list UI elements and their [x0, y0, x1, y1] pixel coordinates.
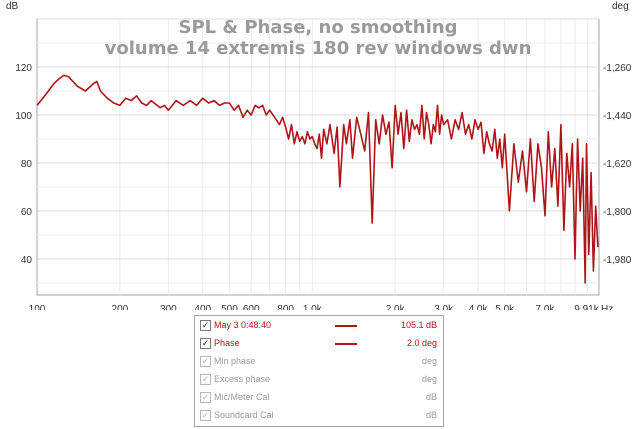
- tick-labels: 100 200 300 400 500 600 800 1.0k 2.0k 3.0k 4.0k 5.0…: [15, 63, 631, 310]
- y-axis-left-unit: dB: [6, 1, 19, 12]
- legend-value: 105.1 dB: [400, 320, 437, 330]
- x-tick-label: 2.0k: [386, 304, 406, 310]
- legend-row[interactable]: ✓ May 3 0:48:40 105.1 dB: [195, 317, 443, 335]
- y-tick-label-right: -1,260: [603, 63, 632, 74]
- legend-row[interactable]: ✓ Mic/Meter Cal dB: [195, 389, 443, 407]
- legend-value: deg: [421, 356, 437, 366]
- y-tick-label-left: 120: [15, 63, 32, 74]
- legend-checkbox[interactable]: ✓: [200, 338, 211, 349]
- x-tick-label: 200: [112, 304, 129, 310]
- legend-panel: ✓ May 3 0:48:40 105.1 dB ✓ Phase 2.0 deg ✓ Min …: [194, 315, 444, 427]
- legend-row[interactable]: ✓ Phase 2.0 deg: [195, 335, 443, 353]
- y-tick-label-left: 40: [21, 255, 33, 266]
- y-tick-label-right: -1,980: [603, 255, 632, 266]
- x-axis-unit: Hz: [601, 304, 613, 310]
- x-tick-label: 1.0k: [303, 304, 323, 310]
- legend-label: Excess phase: [214, 374, 271, 384]
- legend-swatch: [335, 343, 357, 345]
- y-tick-label-right: -1,800: [603, 207, 632, 218]
- series-group: [36, 74, 599, 284]
- spl-series-line: [36, 74, 599, 284]
- legend-row[interactable]: ✓ Excess phase deg: [195, 371, 443, 389]
- legend-value: 2.0 deg: [406, 338, 437, 348]
- legend-label: Mic/Meter Cal: [214, 392, 270, 402]
- x-tick-label: 5.0k: [495, 304, 515, 310]
- x-tick-label: 100: [29, 304, 46, 310]
- legend-swatch: [335, 325, 357, 327]
- x-tick-label: 4.0k: [469, 304, 489, 310]
- legend-value: deg: [421, 374, 437, 384]
- legend-row[interactable]: ✓ Soundcard Cal dB: [195, 407, 443, 425]
- legend-checkbox[interactable]: ✓: [200, 320, 211, 331]
- y-tick-label-left: 100: [15, 111, 32, 122]
- legend-value: dB: [425, 392, 437, 402]
- legend-checkbox[interactable]: ✓: [200, 374, 211, 385]
- legend-label: May 3 0:48:40: [214, 320, 272, 330]
- y-axis-right-unit: deg: [612, 1, 629, 12]
- legend-label: Min phase: [214, 356, 256, 366]
- x-tick-label: 500: [221, 304, 238, 310]
- y-tick-label-right: -1,620: [603, 159, 632, 170]
- x-tick-label: 7.0k: [536, 304, 556, 310]
- legend-label: Soundcard Cal: [214, 410, 274, 420]
- spl-phase-chart: 100 200 300 400 500 600 800 1.0k 2.0k 3.0k 4.0k 5.0…: [6, 1, 632, 310]
- x-tick-label: 300: [160, 304, 177, 310]
- legend-checkbox[interactable]: ✓: [200, 356, 211, 367]
- legend-value: dB: [425, 410, 437, 420]
- x-tick-label: 400: [194, 304, 211, 310]
- x-tick-label: 3.0k: [434, 304, 454, 310]
- chart-title-line-2: volume 14 extremis 180 rev windows dwn: [105, 38, 532, 59]
- y-tick-label-left: 80: [21, 159, 33, 170]
- y-tick-label-right: -1,440: [603, 111, 632, 122]
- x-tick-label: 800: [277, 304, 294, 310]
- legend-row[interactable]: ✓ Min phase deg: [195, 353, 443, 371]
- x-tick-label: 9.91k: [574, 304, 599, 310]
- chart-title-line-1: SPL & Phase, no smoothing: [179, 17, 458, 38]
- legend-label: Phase: [214, 338, 240, 348]
- y-tick-label-left: 60: [21, 207, 33, 218]
- legend-checkbox[interactable]: ✓: [200, 410, 211, 421]
- x-tick-label: 600: [243, 304, 260, 310]
- legend-checkbox[interactable]: ✓: [200, 392, 211, 403]
